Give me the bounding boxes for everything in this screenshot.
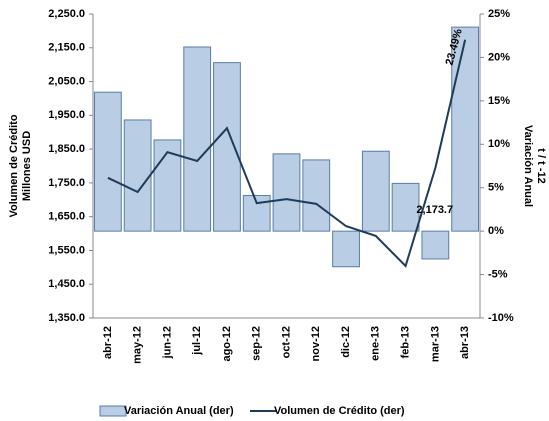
y2-tick-label: -10% bbox=[488, 312, 514, 324]
x-tick-label: feb-13 bbox=[399, 326, 411, 358]
bar bbox=[451, 26, 480, 232]
y2-tick-label: 10% bbox=[488, 138, 510, 150]
bar bbox=[332, 230, 360, 268]
line-value-label: 2,173.7 bbox=[416, 204, 453, 216]
x-tick-label: ene-13 bbox=[370, 326, 382, 361]
y2-axis-title: Variación Anual bbox=[522, 125, 534, 207]
y2-tick-label: 0% bbox=[488, 225, 504, 237]
bar bbox=[272, 153, 301, 232]
bar bbox=[421, 230, 450, 260]
x-tick-label: nov-12 bbox=[310, 326, 322, 361]
y-tick-label: 1,550.0 bbox=[48, 244, 85, 256]
y2-tick-label: 15% bbox=[488, 95, 510, 107]
x-tick-label: oct-12 bbox=[280, 326, 292, 358]
bar bbox=[361, 150, 390, 232]
bar bbox=[391, 182, 420, 232]
y-tick-label: 2,050.0 bbox=[48, 75, 85, 87]
x-tick-label: mar-13 bbox=[429, 326, 441, 362]
y2-axis-title: t / t -12 bbox=[535, 148, 547, 183]
x-tick-label: ago-12 bbox=[221, 326, 233, 361]
y-tick-label: 1,650.0 bbox=[48, 211, 85, 223]
y2-tick-label: 25% bbox=[488, 8, 510, 20]
y2-tick-label: 5% bbox=[488, 182, 504, 194]
y2-tick-label: -5% bbox=[488, 268, 508, 280]
y-tick-label: 2,250.0 bbox=[48, 8, 85, 20]
y-tick-label: 1,850.0 bbox=[48, 143, 85, 155]
x-tick-label: jun-12 bbox=[161, 326, 173, 359]
y-tick-label: 1,950.0 bbox=[48, 109, 85, 121]
y-tick-label: 1,450.0 bbox=[48, 278, 85, 290]
line bbox=[107, 39, 467, 268]
x-tick-label: dic-12 bbox=[340, 326, 352, 358]
y-axis-title: Millones USD bbox=[21, 131, 33, 201]
bar bbox=[302, 159, 331, 232]
legend-label: Volumen de Crédito (der) bbox=[274, 405, 405, 417]
y-axis-title: Volumen de Crédito bbox=[8, 114, 20, 217]
x-tick-label: abr-13 bbox=[459, 326, 471, 359]
x-tick-label: may-12 bbox=[132, 326, 144, 364]
x-tick-label: abr-12 bbox=[102, 326, 114, 359]
bar bbox=[213, 62, 241, 232]
bar bbox=[123, 119, 152, 232]
y-tick-label: 2,150.0 bbox=[48, 42, 85, 54]
legend-label: Variación Anual (der) bbox=[124, 405, 234, 417]
x-tick-label: jul-12 bbox=[191, 326, 203, 356]
y-tick-label: 1,350.0 bbox=[48, 312, 85, 324]
legend-swatch bbox=[99, 405, 127, 417]
bar bbox=[183, 46, 212, 232]
y-tick-label: 1,750.0 bbox=[48, 177, 85, 189]
bar bbox=[93, 91, 122, 232]
y2-tick-label: 20% bbox=[488, 51, 510, 63]
x-tick-label: sep-12 bbox=[251, 326, 263, 361]
